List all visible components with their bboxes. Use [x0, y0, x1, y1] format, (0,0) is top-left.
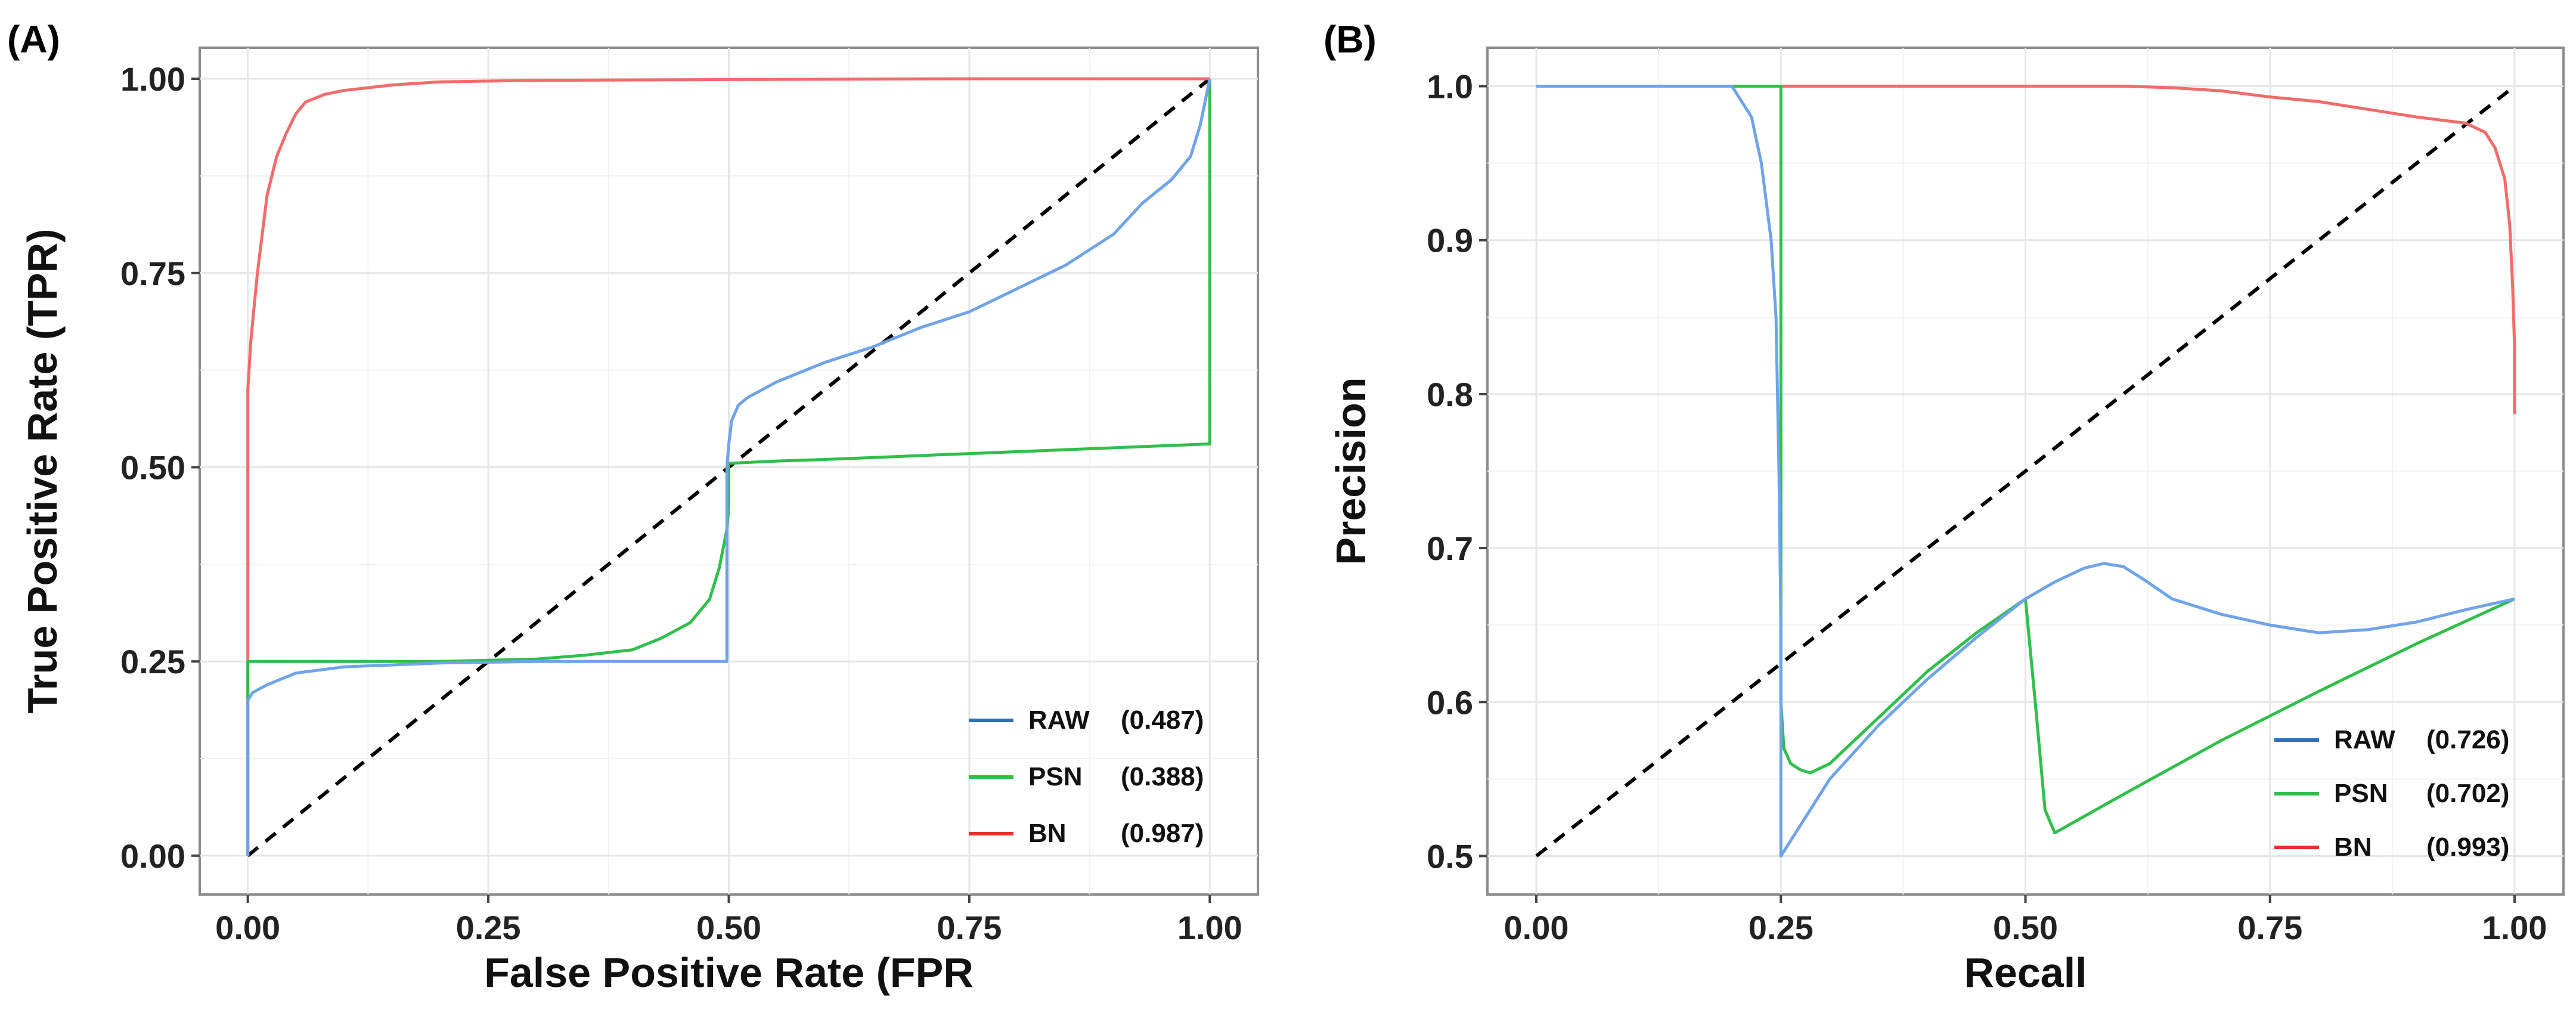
roc-y-tick-label: 0.25: [120, 643, 185, 680]
pr-x-tick-label: 0.75: [2237, 909, 2302, 946]
pr-legend-name-raw: RAW: [2334, 725, 2395, 754]
roc-legend-auc-bn: (0.987): [1121, 819, 1204, 848]
pr-legend-auc-raw: (0.726): [2426, 725, 2509, 754]
pr-x-tick-label: 0.00: [1504, 909, 1569, 946]
roc-y-tick-label: 0.50: [120, 448, 185, 486]
pr-legend-name-psn: PSN: [2334, 779, 2388, 808]
roc-x-tick-label: 0.25: [456, 909, 521, 946]
roc-legend-name-bn: BN: [1028, 819, 1067, 848]
roc-y-tick-label: 0.00: [120, 837, 185, 875]
pr-x-tick-label: 0.25: [1749, 909, 1814, 946]
roc-legend-name-raw: RAW: [1028, 705, 1090, 735]
pr-y-tick-label: 0.9: [1427, 222, 1473, 259]
pr-x-tick-label: 1.00: [2482, 909, 2547, 946]
roc-x-tick-label: 0.00: [215, 909, 280, 946]
roc-y-tick-label: 0.75: [120, 255, 185, 292]
pr-y-tick-label: 0.5: [1427, 837, 1473, 875]
roc-legend-auc-raw: (0.487): [1121, 705, 1204, 735]
roc-series-psn: [246, 79, 1211, 856]
roc-series-bn: [246, 77, 1210, 856]
roc-y-tick-label: 1.00: [120, 60, 185, 98]
pr-legend: RAW (0.726) PSN (0.702) BN (0.993): [2274, 725, 2509, 862]
roc-x-tick-label: 1.00: [1177, 909, 1242, 946]
pr-series-raw: [1536, 85, 2515, 858]
roc-legend-auc-psn: (0.388): [1121, 762, 1204, 791]
roc-x-tick-label: 0.75: [937, 909, 1002, 946]
roc-panel-label: (A): [7, 18, 60, 61]
pr-y-tick-label: 0.6: [1427, 683, 1473, 721]
roc-legend: RAW (0.487) PSN (0.388) BN (0.987): [969, 705, 1204, 848]
pr-series-psn: [1536, 85, 2516, 835]
pr-y-tick-label: 0.7: [1427, 530, 1473, 567]
pr-y-tick-label: 1.0: [1427, 68, 1473, 106]
pr-legend-auc-bn: (0.993): [2426, 832, 2509, 862]
pr-panel: (B) 0.00 0.25 0.50 0.75 1.00 0.5 0.6 0.7 0.8 0.9 1.…: [1323, 18, 2565, 996]
pr-legend-name-bn: BN: [2334, 832, 2372, 862]
pr-x-axis-title: Recall: [1964, 949, 2087, 996]
pr-panel-label: (B): [1323, 18, 1377, 61]
pr-reference-line: [1535, 85, 2516, 858]
roc-x-tick-label: 0.50: [696, 909, 761, 946]
pr-y-tick-label: 0.8: [1427, 376, 1473, 413]
roc-x-axis-title: False Positive Rate (FPR: [484, 949, 974, 996]
roc-legend-name-psn: PSN: [1028, 762, 1082, 791]
roc-y-axis-title: True Positive Rate (TPR): [19, 229, 66, 714]
pr-legend-auc-psn: (0.702): [2426, 779, 2509, 808]
roc-panel: (A) 0.00 0.25 0.50 0.75 1.00 0.00 0.25 0.50 0.75 1…: [7, 18, 1259, 996]
pr-y-axis-title: Precision: [1328, 377, 1374, 565]
roc-series-raw: [246, 78, 1211, 856]
pr-x-tick-label: 0.50: [1993, 909, 2058, 946]
pr-series-bn: [1781, 85, 2516, 414]
